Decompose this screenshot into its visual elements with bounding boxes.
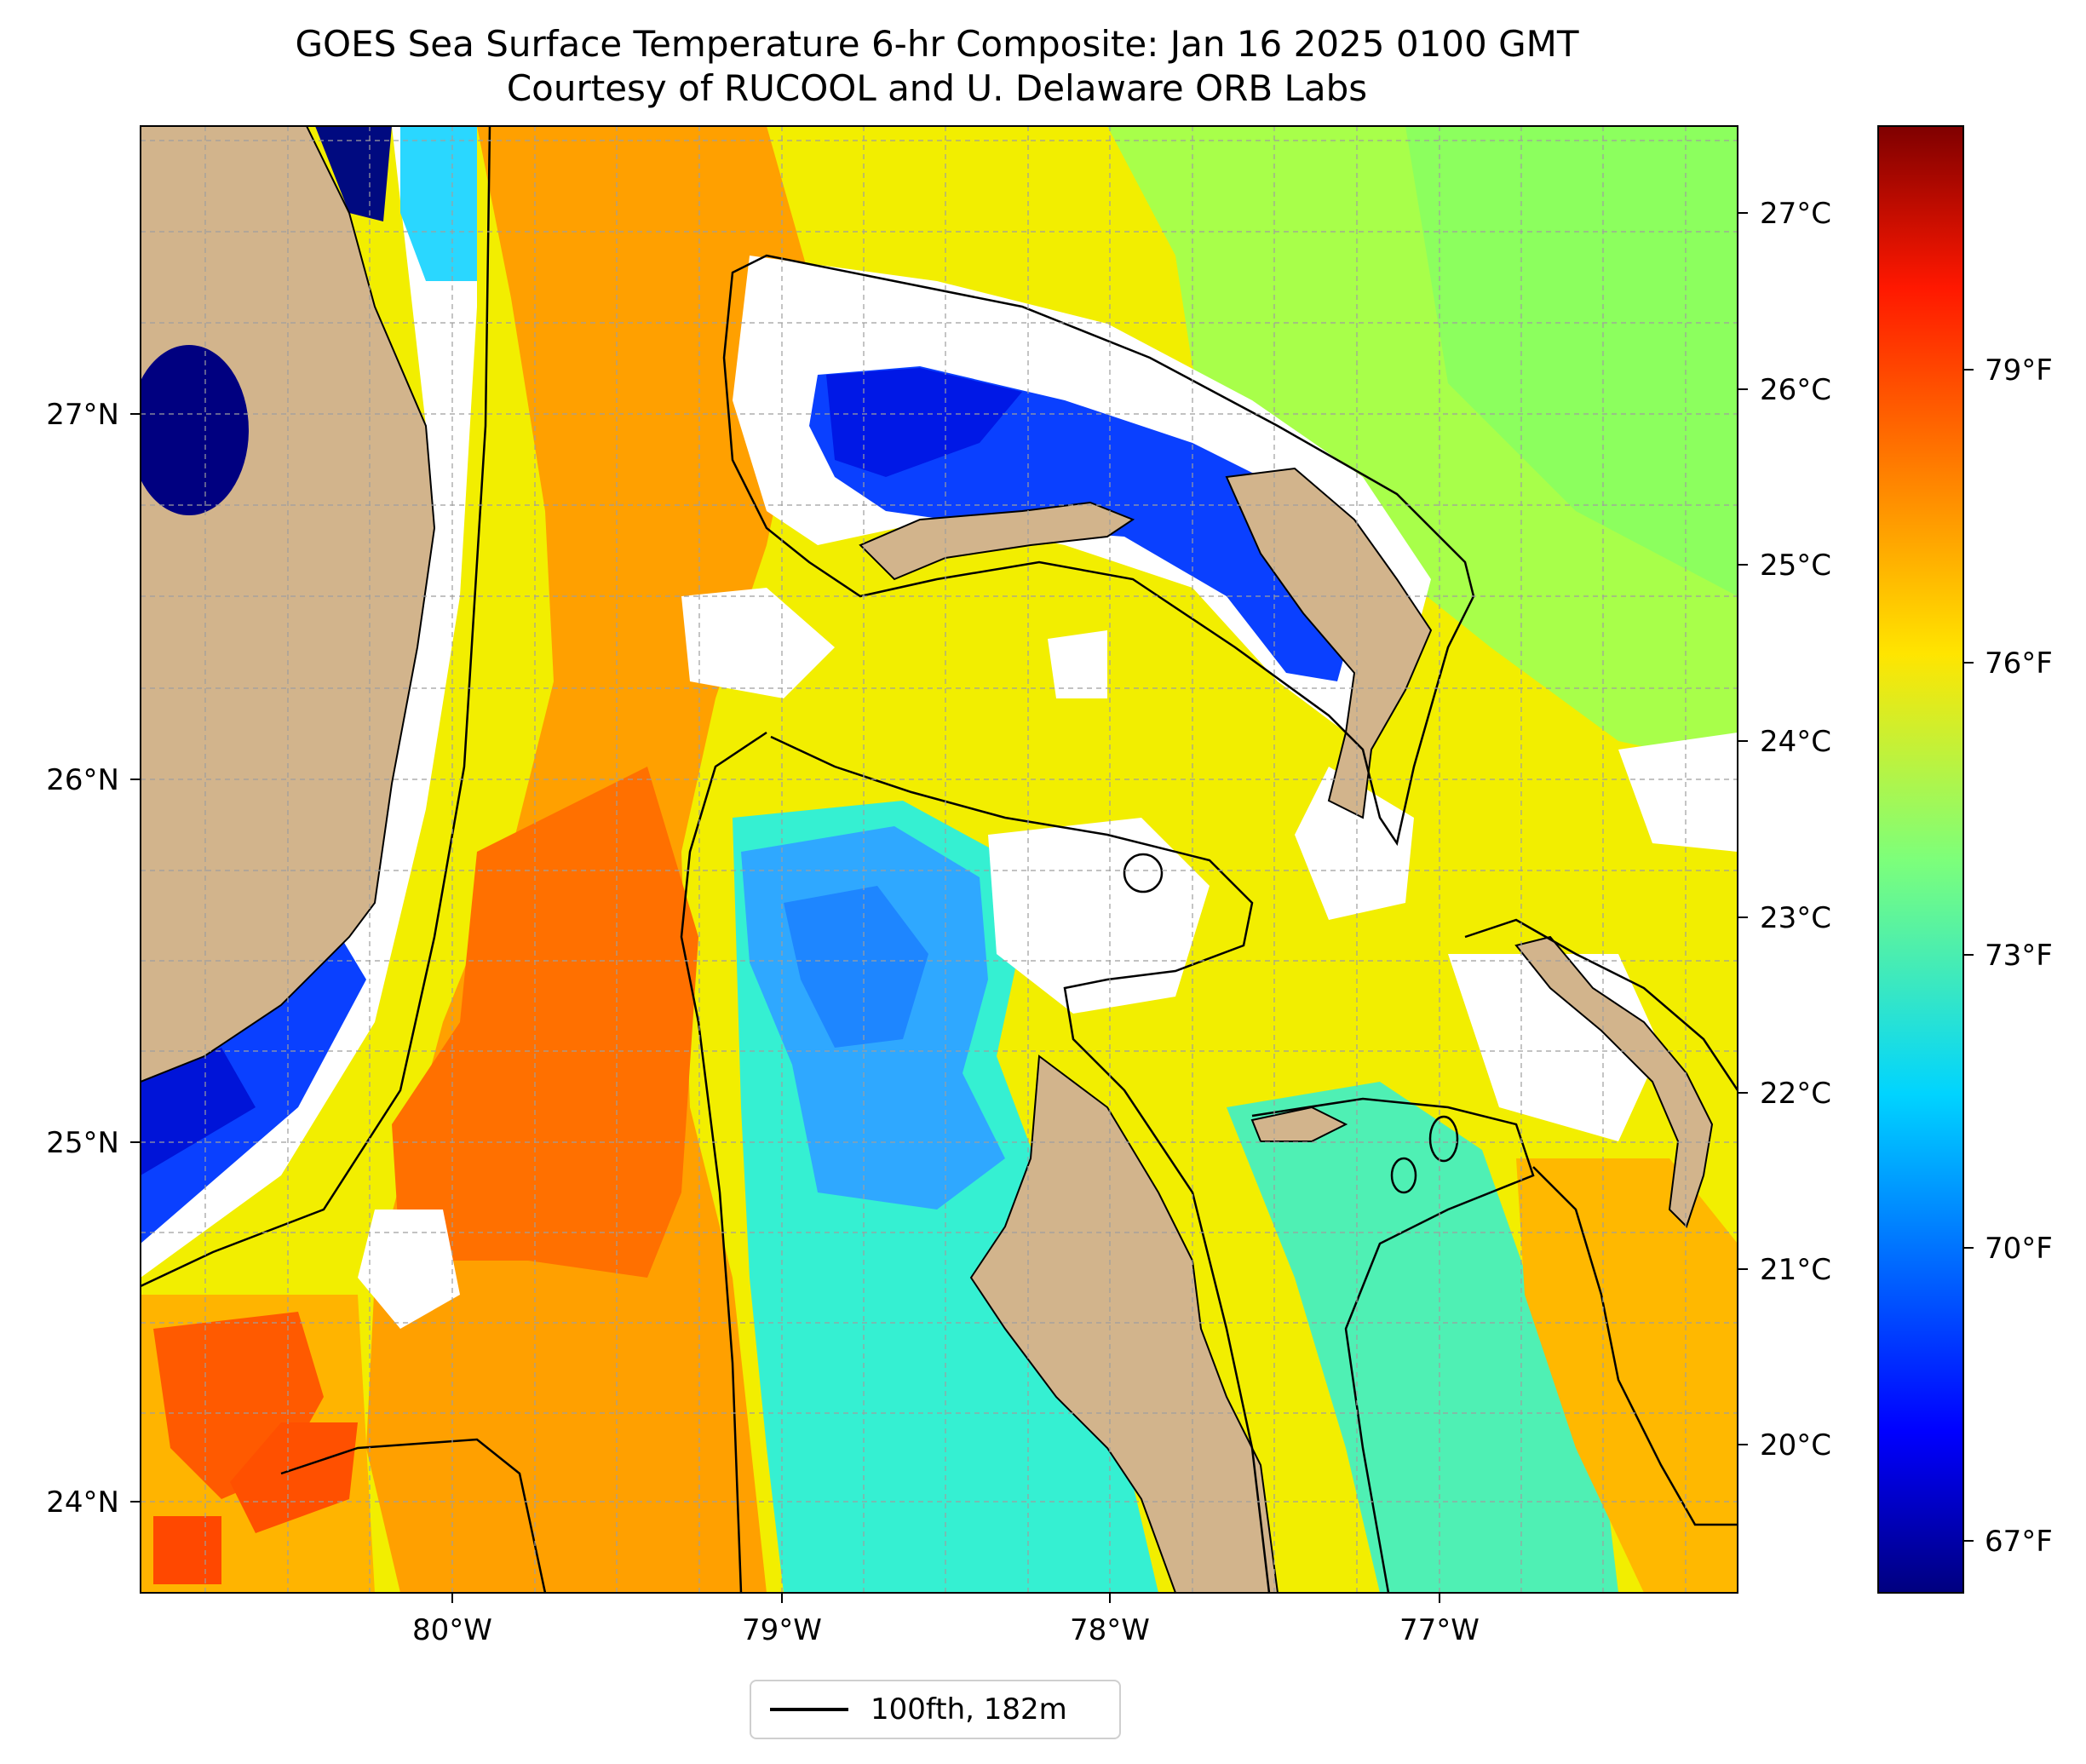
sst-field: [141, 126, 1738, 1593]
fahrenheit-tick-label: 79°F: [1985, 353, 2053, 388]
lake-okeechobee: [141, 345, 249, 515]
celsius-tick-label: 24°C: [1760, 725, 1831, 759]
sst-warm-core: [392, 767, 698, 1278]
lon-tick-label: 78°W: [1070, 1613, 1150, 1647]
celsius-tick-label: 22°C: [1760, 1077, 1831, 1111]
celsius-tick-label: 25°C: [1760, 549, 1831, 583]
celsius-tick-label: 26°C: [1760, 373, 1831, 407]
colorbar: [1877, 125, 1964, 1594]
fahrenheit-tick-label: 67°F: [1985, 1525, 2053, 1559]
lat-tick-label: 24°N: [46, 1485, 119, 1520]
land-abaco: [1225, 467, 1433, 819]
sst-blue-nearshore: [141, 937, 366, 1244]
fahrenheit-tick-label: 76°F: [1985, 646, 2053, 681]
axis-ticks: [130, 413, 1440, 1603]
lon-tick-label: 77°W: [1399, 1613, 1480, 1647]
lat-tick-label: 26°N: [46, 763, 119, 797]
legend-line-swatch: [770, 1708, 848, 1711]
land-eleuthera: [1514, 935, 1714, 1228]
sst-orange-south: [1516, 1158, 1738, 1593]
chart-subtitle: Courtesy of RUCOOL and U. Delaware ORB L…: [506, 67, 1368, 109]
plot-frame: [140, 125, 1738, 1594]
land-grand-bahama: [859, 501, 1135, 581]
legend-label: 100fth, 182m: [871, 1692, 1067, 1727]
lon-tick-label: 80°W: [412, 1613, 492, 1647]
fahrenheit-tick-label: 73°F: [1985, 939, 2053, 973]
lon-tick-label: 79°W: [742, 1613, 822, 1647]
celsius-tick-label: 27°C: [1760, 197, 1831, 231]
chart-title: GOES Sea Surface Temperature 6-hr Compos…: [295, 23, 1579, 65]
legend: 100fth, 182m: [750, 1680, 1121, 1739]
land-andros: [969, 1054, 1279, 1593]
gridlines: [141, 126, 1738, 1593]
depth-contours: [141, 126, 1738, 1593]
lat-tick-label: 25°N: [46, 1126, 119, 1160]
lat-tick-label: 27°N: [46, 398, 119, 432]
fahrenheit-tick-label: 70°F: [1985, 1232, 2053, 1266]
celsius-tick-label: 23°C: [1760, 901, 1831, 935]
celsius-tick-label: 21°C: [1760, 1253, 1831, 1287]
land-new-providence: [1250, 1106, 1348, 1142]
celsius-tick-label: 20°C: [1760, 1428, 1831, 1462]
sst-channel-green: [1227, 1082, 1618, 1593]
